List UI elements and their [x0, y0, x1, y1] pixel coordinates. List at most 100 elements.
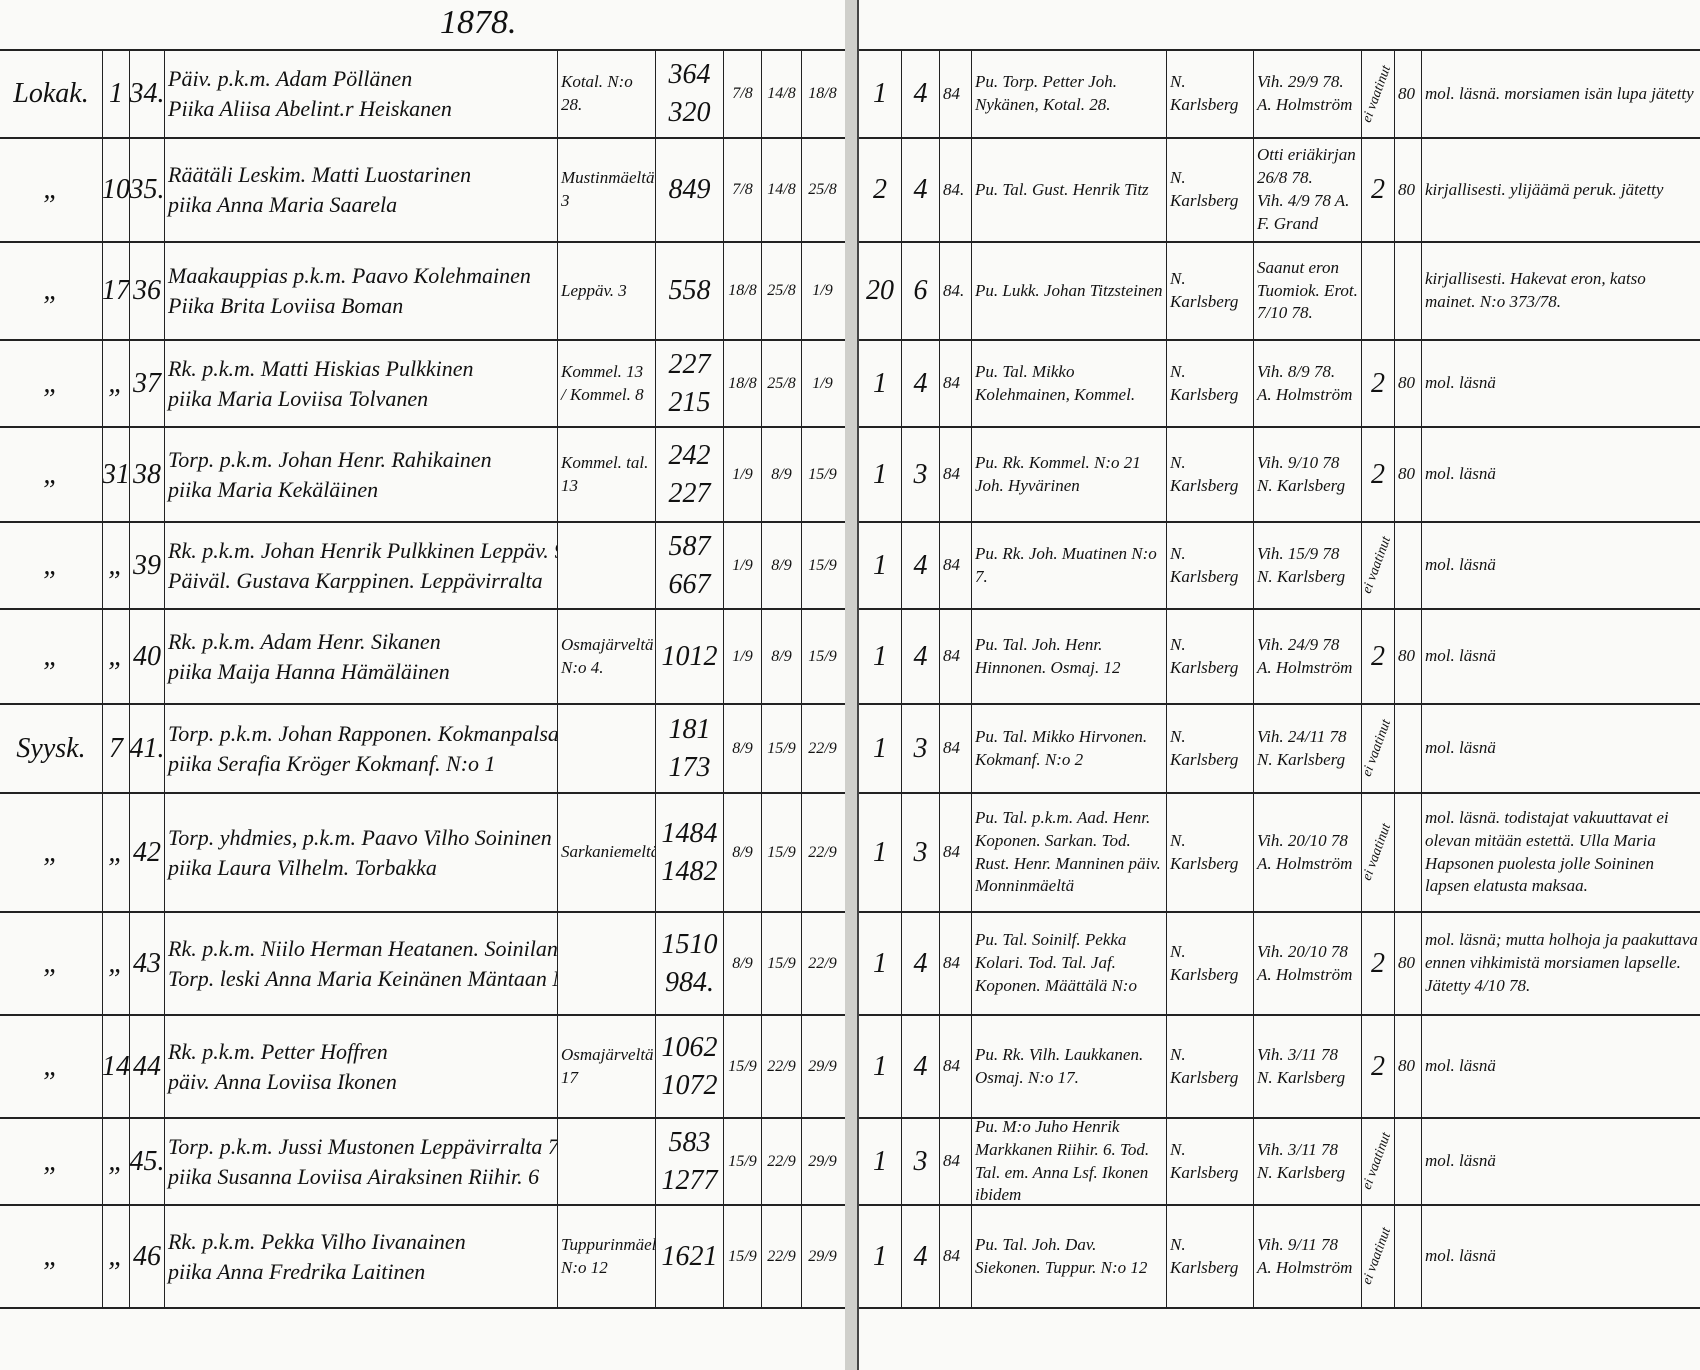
official-cell-text: N. Karlsberg — [1170, 634, 1239, 677]
number-cell-text: 667 — [668, 568, 711, 600]
official-cell: N. Karlsberg — [1167, 428, 1254, 521]
column-y-cell: 80 — [1395, 341, 1422, 426]
banns-3-cell: 15/9 — [802, 428, 843, 521]
column-a-cell-text: 1 — [873, 367, 887, 399]
banns-1-cell: 15/9 — [724, 1119, 762, 1204]
residence-cell: Sarkaniemeltä — [558, 794, 656, 911]
wedding-cell-text: N. Karlsberg — [1257, 1162, 1346, 1182]
banns-3-cell-text: 22/9 — [808, 954, 837, 972]
column-x-cell: ei vaatinut — [1362, 794, 1395, 911]
entry-number-cell: 36 — [130, 243, 165, 339]
witness-cell-text: Pu. Torp. Petter Joh. Nykänen, Kotal. 28… — [975, 72, 1117, 114]
notes-cell: mol. läsnä — [1422, 1016, 1700, 1117]
notes-cell: mol. läsnä — [1422, 1206, 1700, 1307]
right-page: 1 4 84 Pu. Torp. Petter Joh. Nykänen, Kotal… — [857, 0, 1700, 1370]
witness-cell-text: Pu. Rk. Vilh. Laukkanen. Osmaj. N:o 17. — [975, 1044, 1144, 1087]
residence-cell: Kotal. N:o 28. — [558, 51, 656, 137]
entry-number-cell-text: 38 — [133, 458, 161, 490]
wedding-cell-text: A. Holmström — [1257, 853, 1353, 873]
banns-1-cell-text: 15/9 — [728, 1247, 757, 1265]
column-x-cell — [1362, 243, 1395, 339]
day-cell: 7 — [103, 705, 130, 792]
residence-cell: Osmajärveltä N:o 4. — [558, 610, 656, 703]
register-row-right: 1 4 84 Pu. Tal. Mikko Kolehmainen, Kommel. N… — [859, 341, 1700, 428]
column-a-cell: 1 — [859, 51, 902, 137]
column-y-cell: 80 — [1395, 139, 1422, 241]
official-cell: N. Karlsberg — [1167, 1119, 1254, 1204]
wedding-cell-text: Vih. 9/11 78 — [1257, 1234, 1339, 1254]
entry-number-cell: 35. — [130, 139, 165, 241]
names-cell-text: piika Susanna Loviisa Airaksinen Riihir.… — [168, 1163, 540, 1189]
banns-2-cell: 15/9 — [762, 913, 802, 1014]
wedding-cell: Vih. 3/11 78 N. Karlsberg — [1254, 1016, 1362, 1117]
names-cell-text: Räätäli Leskim. Matti Luostarinen — [168, 162, 472, 188]
residence-cell-text: Kommel. tal. 13 — [561, 452, 649, 495]
entry-number-cell-text: 34. — [130, 78, 165, 110]
wedding-cell-text: Vih. 15/9 78 — [1257, 543, 1340, 563]
names-cell-text: piika Maria Kekäläinen — [168, 476, 379, 502]
column-x-cell: 2 — [1362, 139, 1395, 241]
number-cell: 1484 1482 — [656, 794, 724, 911]
column-b-cell-text: 3 — [913, 836, 928, 868]
register-row-right: 1 4 84 Pu. Torp. Petter Joh. Nykänen, Kotal… — [859, 51, 1700, 139]
month-cell-text: „ — [43, 174, 59, 206]
wedding-cell-text: Vih. 8/9 78. — [1257, 361, 1336, 381]
wedding-cell-text: Vih. 20/10 78 — [1257, 830, 1348, 850]
not-required-note: ei vaatinut — [1362, 534, 1395, 596]
column-c-cell: 84 — [940, 794, 972, 911]
column-x-cell: ei vaatinut — [1362, 705, 1395, 792]
column-b-cell: 3 — [902, 428, 940, 521]
day-cell: „ — [103, 1119, 130, 1204]
column-y-cell — [1395, 523, 1422, 608]
register-row-right: 1 3 84 Pu. Tal. p.k.m. Aad. Henr. Koponen. … — [859, 794, 1700, 913]
column-b-cell-text: 4 — [913, 1240, 928, 1272]
wedding-cell-text: A. Holmström — [1257, 964, 1353, 984]
wedding-cell-text: Vih. 3/11 78 — [1257, 1139, 1339, 1159]
names-cell-text: päiv. Anna Loviisa Ikonen — [168, 1068, 397, 1094]
day-cell: „ — [103, 523, 130, 608]
residence-cell-text: Tuppurinmäeltä N:o 12 — [561, 1234, 656, 1277]
register-row-right: 1 4 84 Pu. Tal. Soinilf. Pekka Kolari. Tod.… — [859, 913, 1700, 1016]
number-cell-text: 587 — [668, 530, 711, 562]
column-b-cell-text: 3 — [913, 732, 928, 764]
notes-cell-text: mol. läsnä — [1425, 738, 1496, 758]
entry-number-cell: 43 — [130, 913, 165, 1014]
wedding-cell: Vih. 24/9 78 A. Holmström — [1254, 610, 1362, 703]
names-cell-text: Torp. p.k.m. Johan Henr. Rahikainen — [168, 446, 492, 472]
banns-3-cell-text: 1/9 — [812, 374, 833, 392]
column-a-cell: 1 — [859, 610, 902, 703]
column-b-cell: 4 — [902, 523, 940, 608]
column-a-cell: 20 — [859, 243, 902, 339]
residence-cell-text: Mustinmäeltä 3 — [561, 168, 655, 210]
residence-cell: Leppäv. 3 — [558, 243, 656, 339]
register-row-right: 1 3 84 Pu. Tal. Mikko Hirvonen. Kokmanf. N:… — [859, 705, 1700, 794]
column-a-cell-text: 1 — [873, 458, 887, 490]
witness-cell-text: Pu. Tal. Joh. Henr. Hinnonen. Osmaj. 12 — [975, 634, 1121, 677]
column-b-cell: 4 — [902, 913, 940, 1014]
column-a-cell-text: 20 — [866, 275, 894, 307]
banns-1-cell: 1/9 — [724, 428, 762, 521]
notes-cell-text: mol. läsnä — [1425, 464, 1496, 484]
banns-3-cell: 22/9 — [802, 913, 843, 1014]
witness-cell: Pu. Tal. Joh. Henr. Hinnonen. Osmaj. 12 — [972, 610, 1167, 703]
names-cell-text: Torp. yhdmies, p.k.m. Paavo Vilho Soinin… — [168, 824, 552, 850]
column-y-cell: 80 — [1395, 913, 1422, 1014]
column-y-cell-text: 80 — [1398, 646, 1415, 666]
wedding-cell: Vih. 3/11 78 N. Karlsberg — [1254, 1119, 1362, 1204]
day-cell-text: 10 — [103, 174, 130, 206]
day-cell-text: 14 — [103, 1050, 130, 1082]
number-cell-text: 1482 — [661, 855, 718, 887]
names-cell: Päiv. p.k.m. Adam Pöllänen Piika Aliisa A… — [165, 51, 558, 137]
column-b-cell-text: 3 — [913, 458, 928, 490]
notes-cell: mol. läsnä — [1422, 705, 1700, 792]
notes-cell: mol. läsnä — [1422, 1119, 1700, 1204]
witness-cell-text: Pu. Tal. Joh. Dav. Siekonen. Tuppur. N:o… — [975, 1234, 1148, 1277]
wedding-cell: Vih. 9/11 78 A. Holmström — [1254, 1206, 1362, 1307]
wedding-cell-text: A. Holmström — [1257, 384, 1353, 404]
entry-number-cell: 38 — [130, 428, 165, 521]
not-required-note: ei vaatinut — [1362, 821, 1395, 883]
witness-cell-text: Pu. Tal. Soinilf. Pekka Kolari. Tod. Tal… — [975, 930, 1137, 995]
month-cell: „ — [0, 913, 103, 1014]
wedding-cell-text: Vih. 9/10 78 — [1257, 452, 1340, 472]
not-required-note: ei vaatinut — [1362, 1130, 1395, 1192]
